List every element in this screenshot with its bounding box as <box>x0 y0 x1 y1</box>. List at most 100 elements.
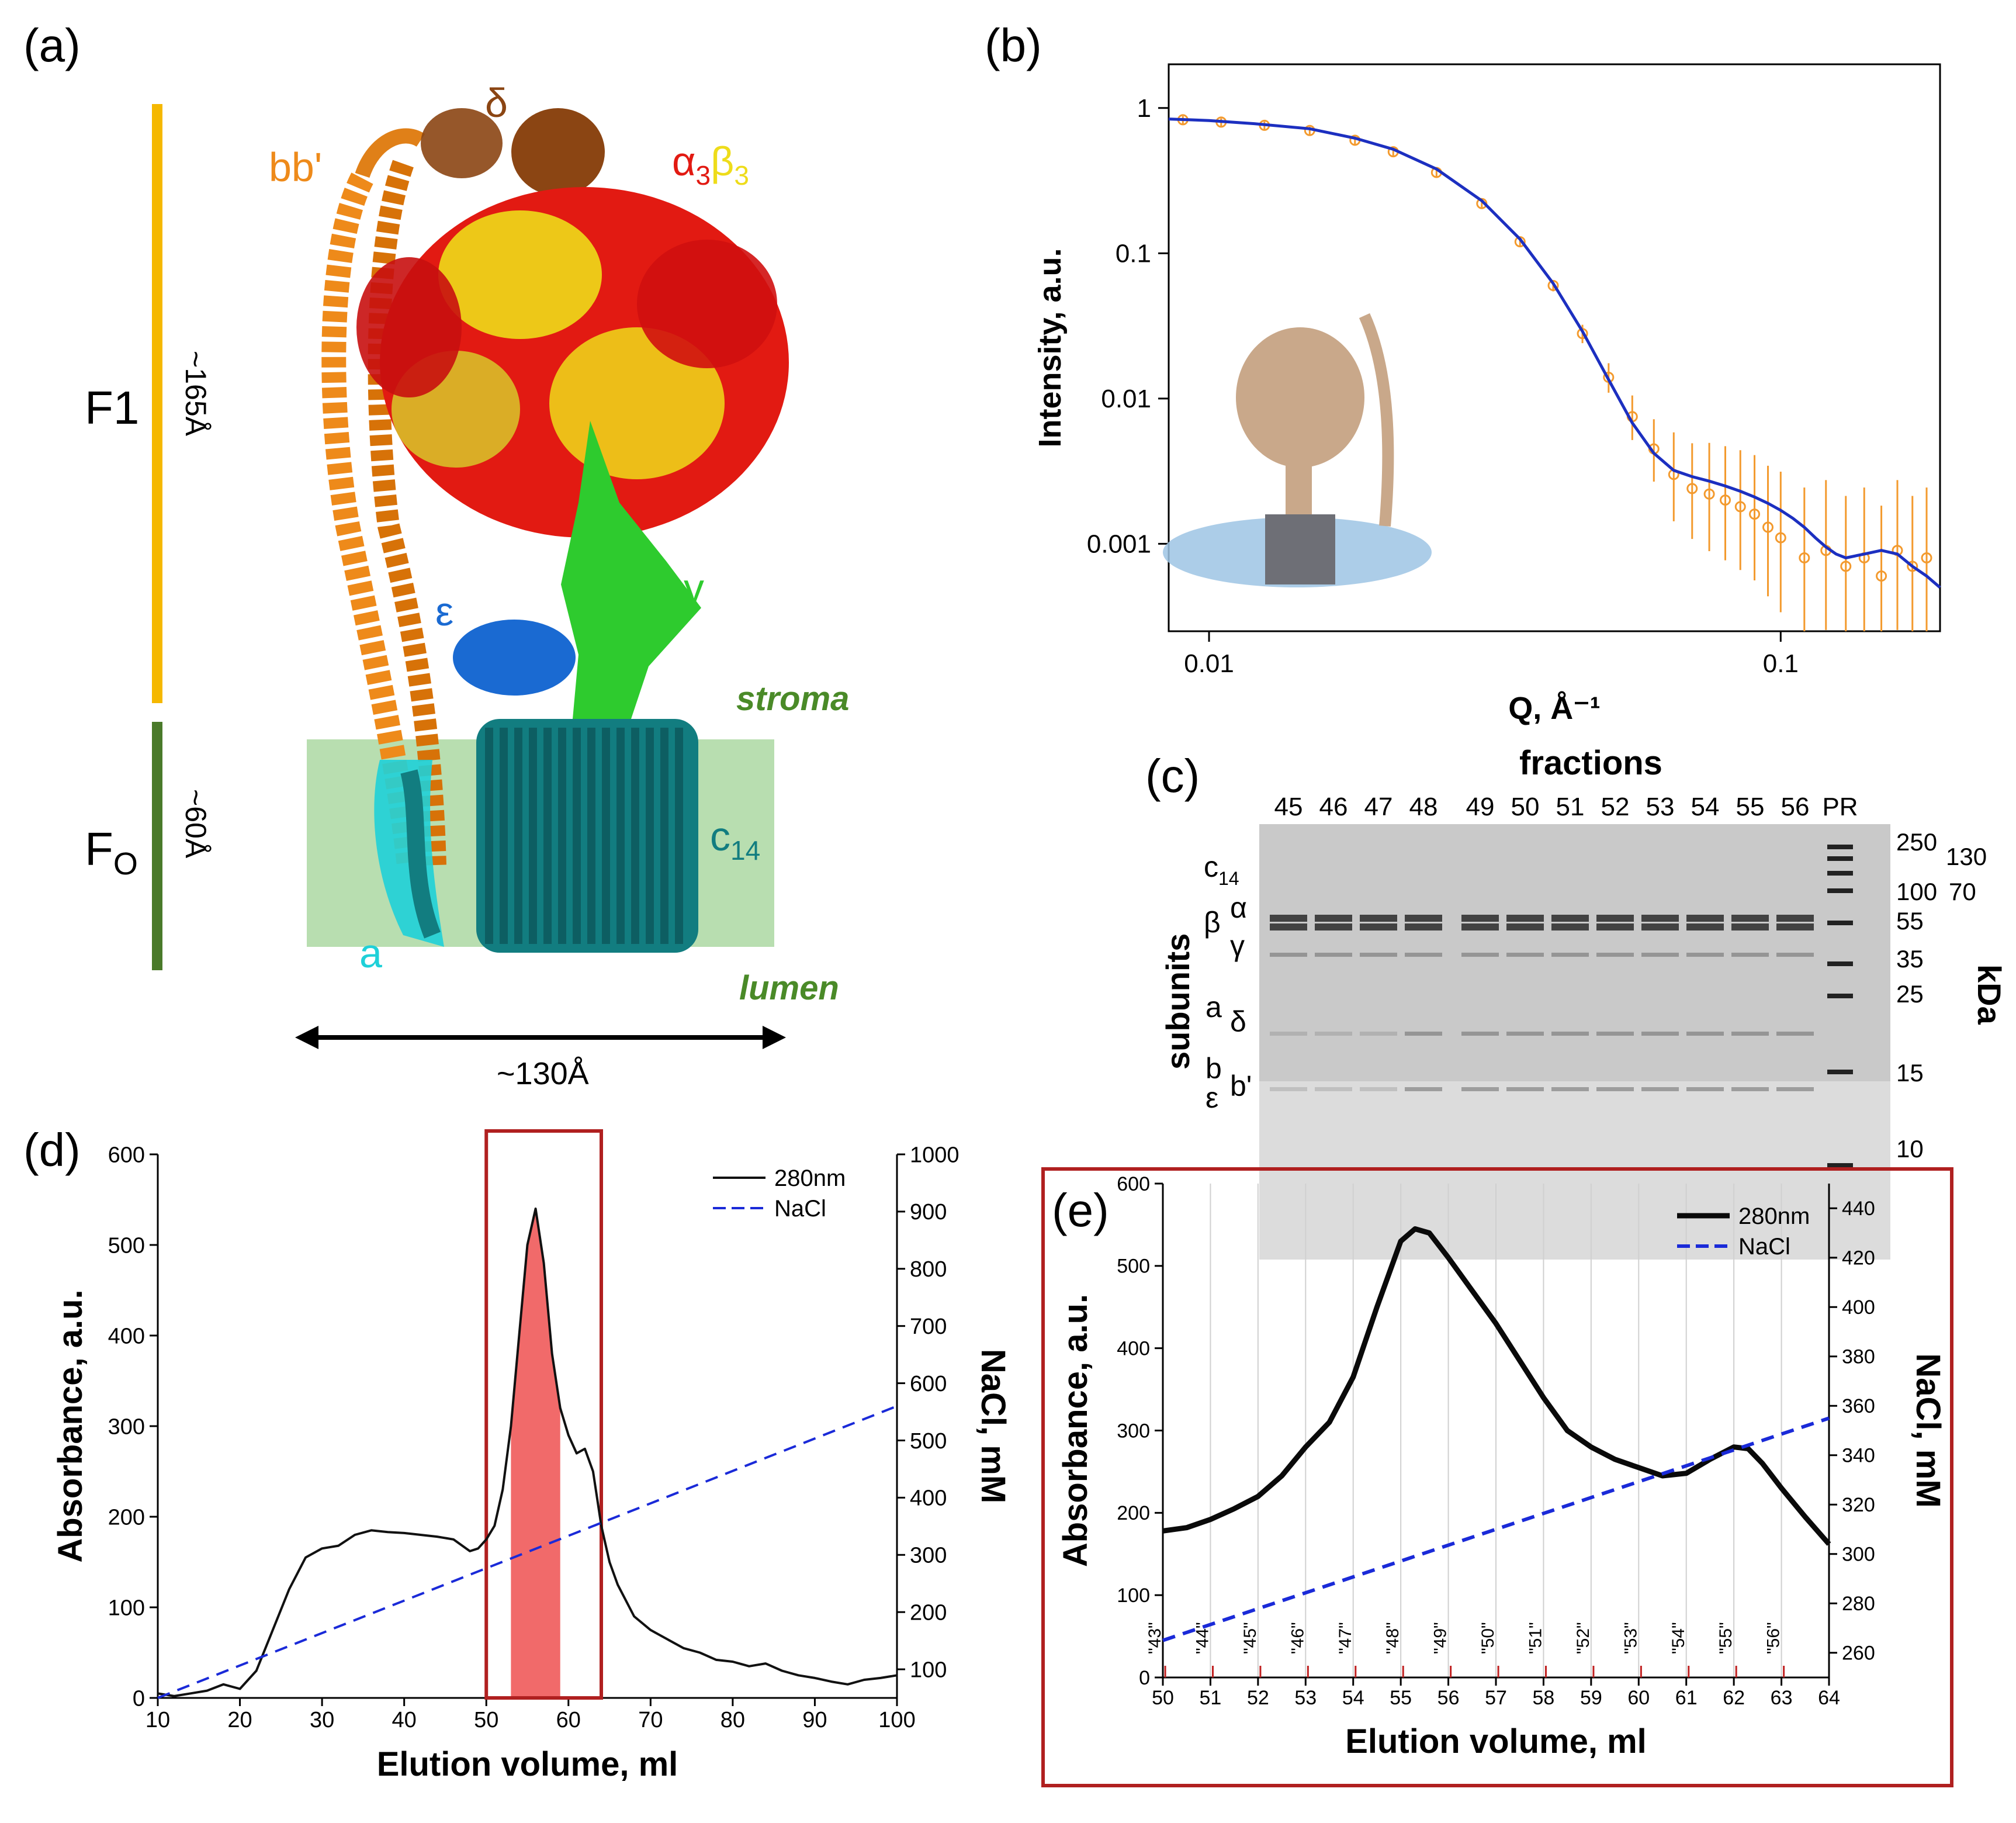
data-point <box>1876 570 1887 582</box>
c-ring-helix <box>675 728 683 944</box>
kda-marker-label: 100 <box>1896 878 1937 905</box>
c-ring-helix <box>616 728 625 944</box>
x-tick-label: 61 <box>1675 1687 1698 1709</box>
gel-band <box>1461 923 1499 930</box>
delta-subunit-left <box>421 108 503 178</box>
kda-marker-label: 250 <box>1896 828 1937 856</box>
fraction-mark-label: "47" <box>1336 1622 1355 1654</box>
y2-tick-label: 900 <box>910 1200 947 1224</box>
c14-band-label: c14 <box>1204 850 1239 889</box>
y2-tick-label: 300 <box>910 1544 947 1568</box>
peripheral-stalk-top <box>355 128 425 178</box>
alpha-band-label: α <box>1230 891 1247 924</box>
y-axis-title: Absorbance, a.u. <box>1057 1294 1094 1567</box>
fraction-mark-label: "53" <box>1621 1622 1640 1654</box>
x-tick-label: 53 <box>1294 1687 1317 1709</box>
gel-band <box>1596 1087 1634 1091</box>
gel-band <box>1405 915 1442 922</box>
fraction-mark-label: "49" <box>1431 1622 1450 1654</box>
lane-label: 48 <box>1409 793 1438 821</box>
a-band-label: a <box>1206 991 1222 1023</box>
gel-band <box>1270 1087 1307 1091</box>
gel-band <box>1596 1032 1634 1036</box>
y2-tick-label: 440 <box>1842 1198 1875 1220</box>
c-ring-helix <box>631 728 639 944</box>
gel-band <box>1461 1087 1499 1091</box>
x-axis-title: Q, Å⁻¹ <box>1508 691 1601 726</box>
c-ring-helix <box>514 728 522 944</box>
x-axis-title: Elution volume, ml <box>1345 1722 1647 1760</box>
panel-c: (c) fractions 45 46 47 48 49 50 51 52 53 54 55 56 PR… <box>1145 744 2008 1260</box>
fo-label: FO <box>85 823 138 881</box>
epsilon-subunit <box>453 620 576 696</box>
data-point <box>1547 279 1559 291</box>
c-ring-helix <box>646 728 654 944</box>
x-tick-label: 62 <box>1723 1687 1745 1709</box>
y2-tick-label: 280 <box>1842 1593 1875 1615</box>
fraction-mark-label: "55" <box>1716 1622 1736 1654</box>
gamma-subunit <box>561 421 701 719</box>
y-tick-label: 600 <box>1117 1173 1150 1195</box>
data-point <box>1775 532 1786 544</box>
y-tick-label: 0.001 <box>1087 530 1151 558</box>
lane-label: 46 <box>1319 793 1348 821</box>
bb-label: bb' <box>269 144 322 190</box>
y-tick-label: 0 <box>1139 1667 1150 1689</box>
gel-band <box>1551 953 1589 957</box>
gel-band <box>1315 923 1352 930</box>
gel-band <box>1360 923 1397 930</box>
y-tick-label: 100 <box>108 1596 145 1620</box>
gel-band <box>1405 1032 1442 1036</box>
lane-label: 56 <box>1781 793 1810 821</box>
data-point <box>1734 501 1746 513</box>
x-tick-label: 64 <box>1818 1687 1840 1709</box>
x-tick-label: 40 <box>392 1708 417 1732</box>
peripheral-stalk-helix-2 <box>368 160 446 866</box>
lane-label: 55 <box>1736 793 1765 821</box>
gel-band <box>1731 915 1769 922</box>
fit-line <box>1168 117 1941 589</box>
absorbance-line <box>1162 1226 1831 1546</box>
marker-band <box>1827 961 1853 966</box>
gel-band <box>1461 915 1499 922</box>
gel-band <box>1551 923 1589 930</box>
nacl-line <box>157 1405 898 1699</box>
gel-band <box>1551 1032 1589 1036</box>
highlight-box <box>484 1129 603 1700</box>
x-tick-label: 10 <box>146 1708 170 1732</box>
fraction-mark-label: "56" <box>1764 1622 1783 1654</box>
c-ring-helix <box>529 728 537 944</box>
lane-label: 54 <box>1691 793 1720 821</box>
y-tick-label: 300 <box>108 1414 145 1439</box>
y-axis-title: Intensity, a.u. <box>1033 248 1068 447</box>
absorbance-line <box>157 1208 898 1697</box>
fraction-mark-label: "46" <box>1288 1622 1307 1654</box>
y2-tick-label: 340 <box>1842 1445 1875 1467</box>
lumen-label: lumen <box>739 969 839 1007</box>
inset-stalk <box>1359 313 1394 527</box>
fo-scale-bar <box>152 722 162 970</box>
y2-tick-label: 200 <box>910 1600 947 1625</box>
x-axis-title: Elution volume, ml <box>377 1745 678 1783</box>
gel-band <box>1461 1032 1499 1036</box>
y2-tick-label: 320 <box>1842 1494 1875 1516</box>
y2-tick-label: 500 <box>910 1429 947 1454</box>
marker-band <box>1827 1070 1853 1074</box>
y-tick-label: 100 <box>1117 1585 1150 1607</box>
kda-marker-label: 55 <box>1896 907 1924 935</box>
gel-band <box>1506 923 1544 930</box>
fo-size-label: ~60Å <box>179 789 212 859</box>
marker-band <box>1827 994 1853 998</box>
x-tick-label: 51 <box>1200 1687 1222 1709</box>
panel-e: 50 51 52 53 54 55 56 57 58 59 60 61 62 63 64 0 100 200 300… <box>1041 1167 1953 1787</box>
y2-tick-label: 380 <box>1842 1346 1875 1368</box>
gel-band <box>1506 915 1544 922</box>
x-tick-label: 70 <box>638 1708 663 1732</box>
y2-axis-title: NaCl, mM <box>1909 1353 1947 1507</box>
x-tick-label: 57 <box>1485 1687 1507 1709</box>
y2-tick-label: 300 <box>1842 1544 1875 1566</box>
gel-band <box>1405 1087 1442 1091</box>
x-tick-label: 50 <box>1152 1687 1174 1709</box>
x-tick-label: 80 <box>721 1708 745 1732</box>
